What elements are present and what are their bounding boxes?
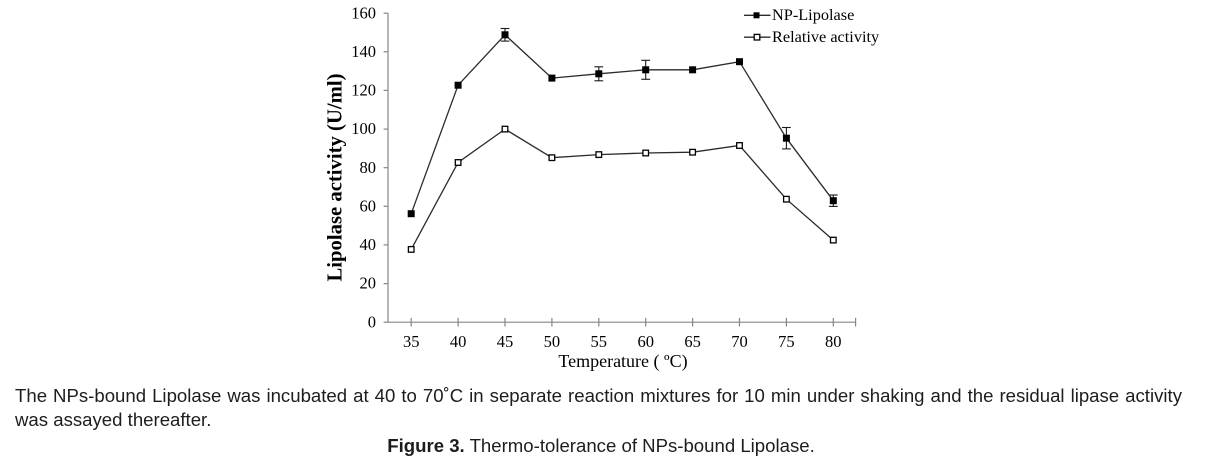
svg-text:45: 45 (497, 332, 514, 351)
svg-text:20: 20 (360, 274, 377, 293)
svg-text:NP-Lipolase: NP-Lipolase (772, 5, 854, 24)
svg-text:160: 160 (351, 3, 376, 22)
svg-text:40: 40 (360, 235, 377, 254)
svg-text:Relative activity: Relative activity (772, 27, 880, 46)
svg-text:0: 0 (368, 312, 376, 331)
svg-text:55: 55 (591, 332, 608, 351)
svg-text:75: 75 (778, 332, 795, 351)
svg-text:100: 100 (351, 119, 376, 138)
svg-text:60: 60 (637, 332, 654, 351)
svg-text:35: 35 (403, 332, 420, 351)
svg-text:Temperature ( ºC): Temperature ( ºC) (558, 351, 687, 372)
svg-text:65: 65 (684, 332, 701, 351)
svg-text:Lipolase activity (U/ml): Lipolase activity (U/ml) (325, 74, 347, 282)
svg-text:80: 80 (825, 332, 842, 351)
svg-text:70: 70 (731, 332, 748, 351)
svg-text:40: 40 (450, 332, 467, 351)
svg-text:140: 140 (351, 42, 376, 61)
svg-text:50: 50 (544, 332, 561, 351)
svg-text:80: 80 (360, 158, 377, 177)
svg-text:60: 60 (360, 196, 377, 215)
svg-text:120: 120 (351, 81, 376, 100)
